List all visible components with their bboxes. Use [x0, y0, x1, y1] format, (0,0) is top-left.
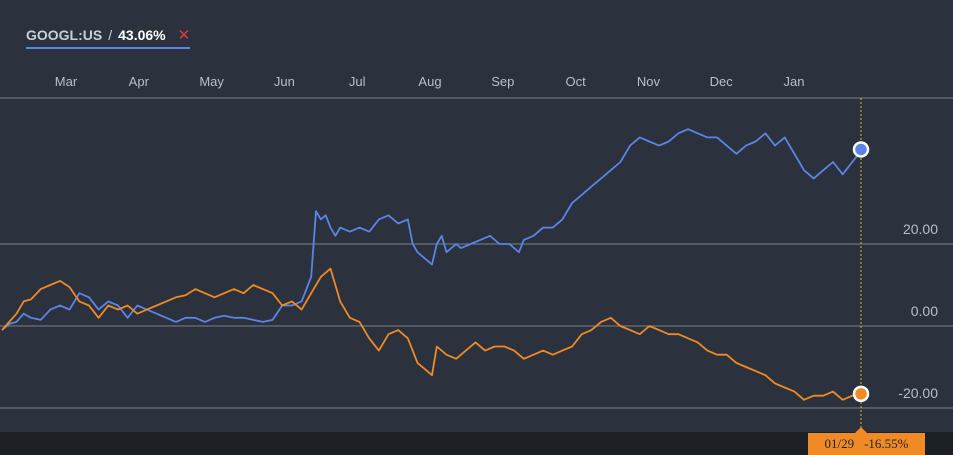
- x-tick-label: May: [199, 74, 224, 89]
- y-tick-label: -20.00: [898, 385, 938, 401]
- series-lines: [1, 128, 863, 401]
- series-end-marker-orange: [852, 385, 870, 403]
- y-tick-label: 20.00: [903, 221, 938, 237]
- crosshair-value: -16.55%: [864, 436, 909, 451]
- x-tick-label: Mar: [55, 74, 78, 89]
- series-line-googl: [1, 128, 863, 331]
- x-tick-label: Jul: [349, 74, 366, 89]
- x-tick-label: Jan: [784, 74, 805, 89]
- x-tick-label: Aug: [418, 74, 441, 89]
- x-axis-month-labels: Mar Apr May Jun Jul Aug Sep Oct Nov Dec Jan: [55, 74, 805, 89]
- crosshair-value-badge: 01/29 -16.55%: [808, 427, 925, 455]
- series-line-orange: [1, 267, 863, 401]
- series-end-markers: [852, 141, 870, 403]
- legend-ticker: GOOGL:US: [26, 27, 103, 43]
- x-tick-label: Apr: [129, 74, 150, 89]
- x-tick-label: Nov: [637, 74, 661, 89]
- grid-lines: [0, 97, 953, 409]
- x-tick-label: Dec: [710, 74, 734, 89]
- x-tick-label: Jun: [274, 74, 295, 89]
- series-legend[interactable]: GOOGL:US / 43.06% ✕: [26, 26, 191, 49]
- y-tick-label: 0.00: [911, 303, 938, 319]
- x-tick-label: Sep: [491, 74, 514, 89]
- x-tick-label: Oct: [565, 74, 586, 89]
- crosshair-date: 01/29: [824, 436, 855, 451]
- x-axis-band: [0, 432, 953, 455]
- legend-separator: /: [108, 27, 113, 43]
- legend-change: 43.06%: [118, 27, 166, 43]
- y-axis-tick-labels: 20.00 0.00 -20.00: [898, 221, 938, 401]
- remove-series-icon[interactable]: ✕: [177, 27, 191, 44]
- series-end-marker-googl: [852, 141, 870, 158]
